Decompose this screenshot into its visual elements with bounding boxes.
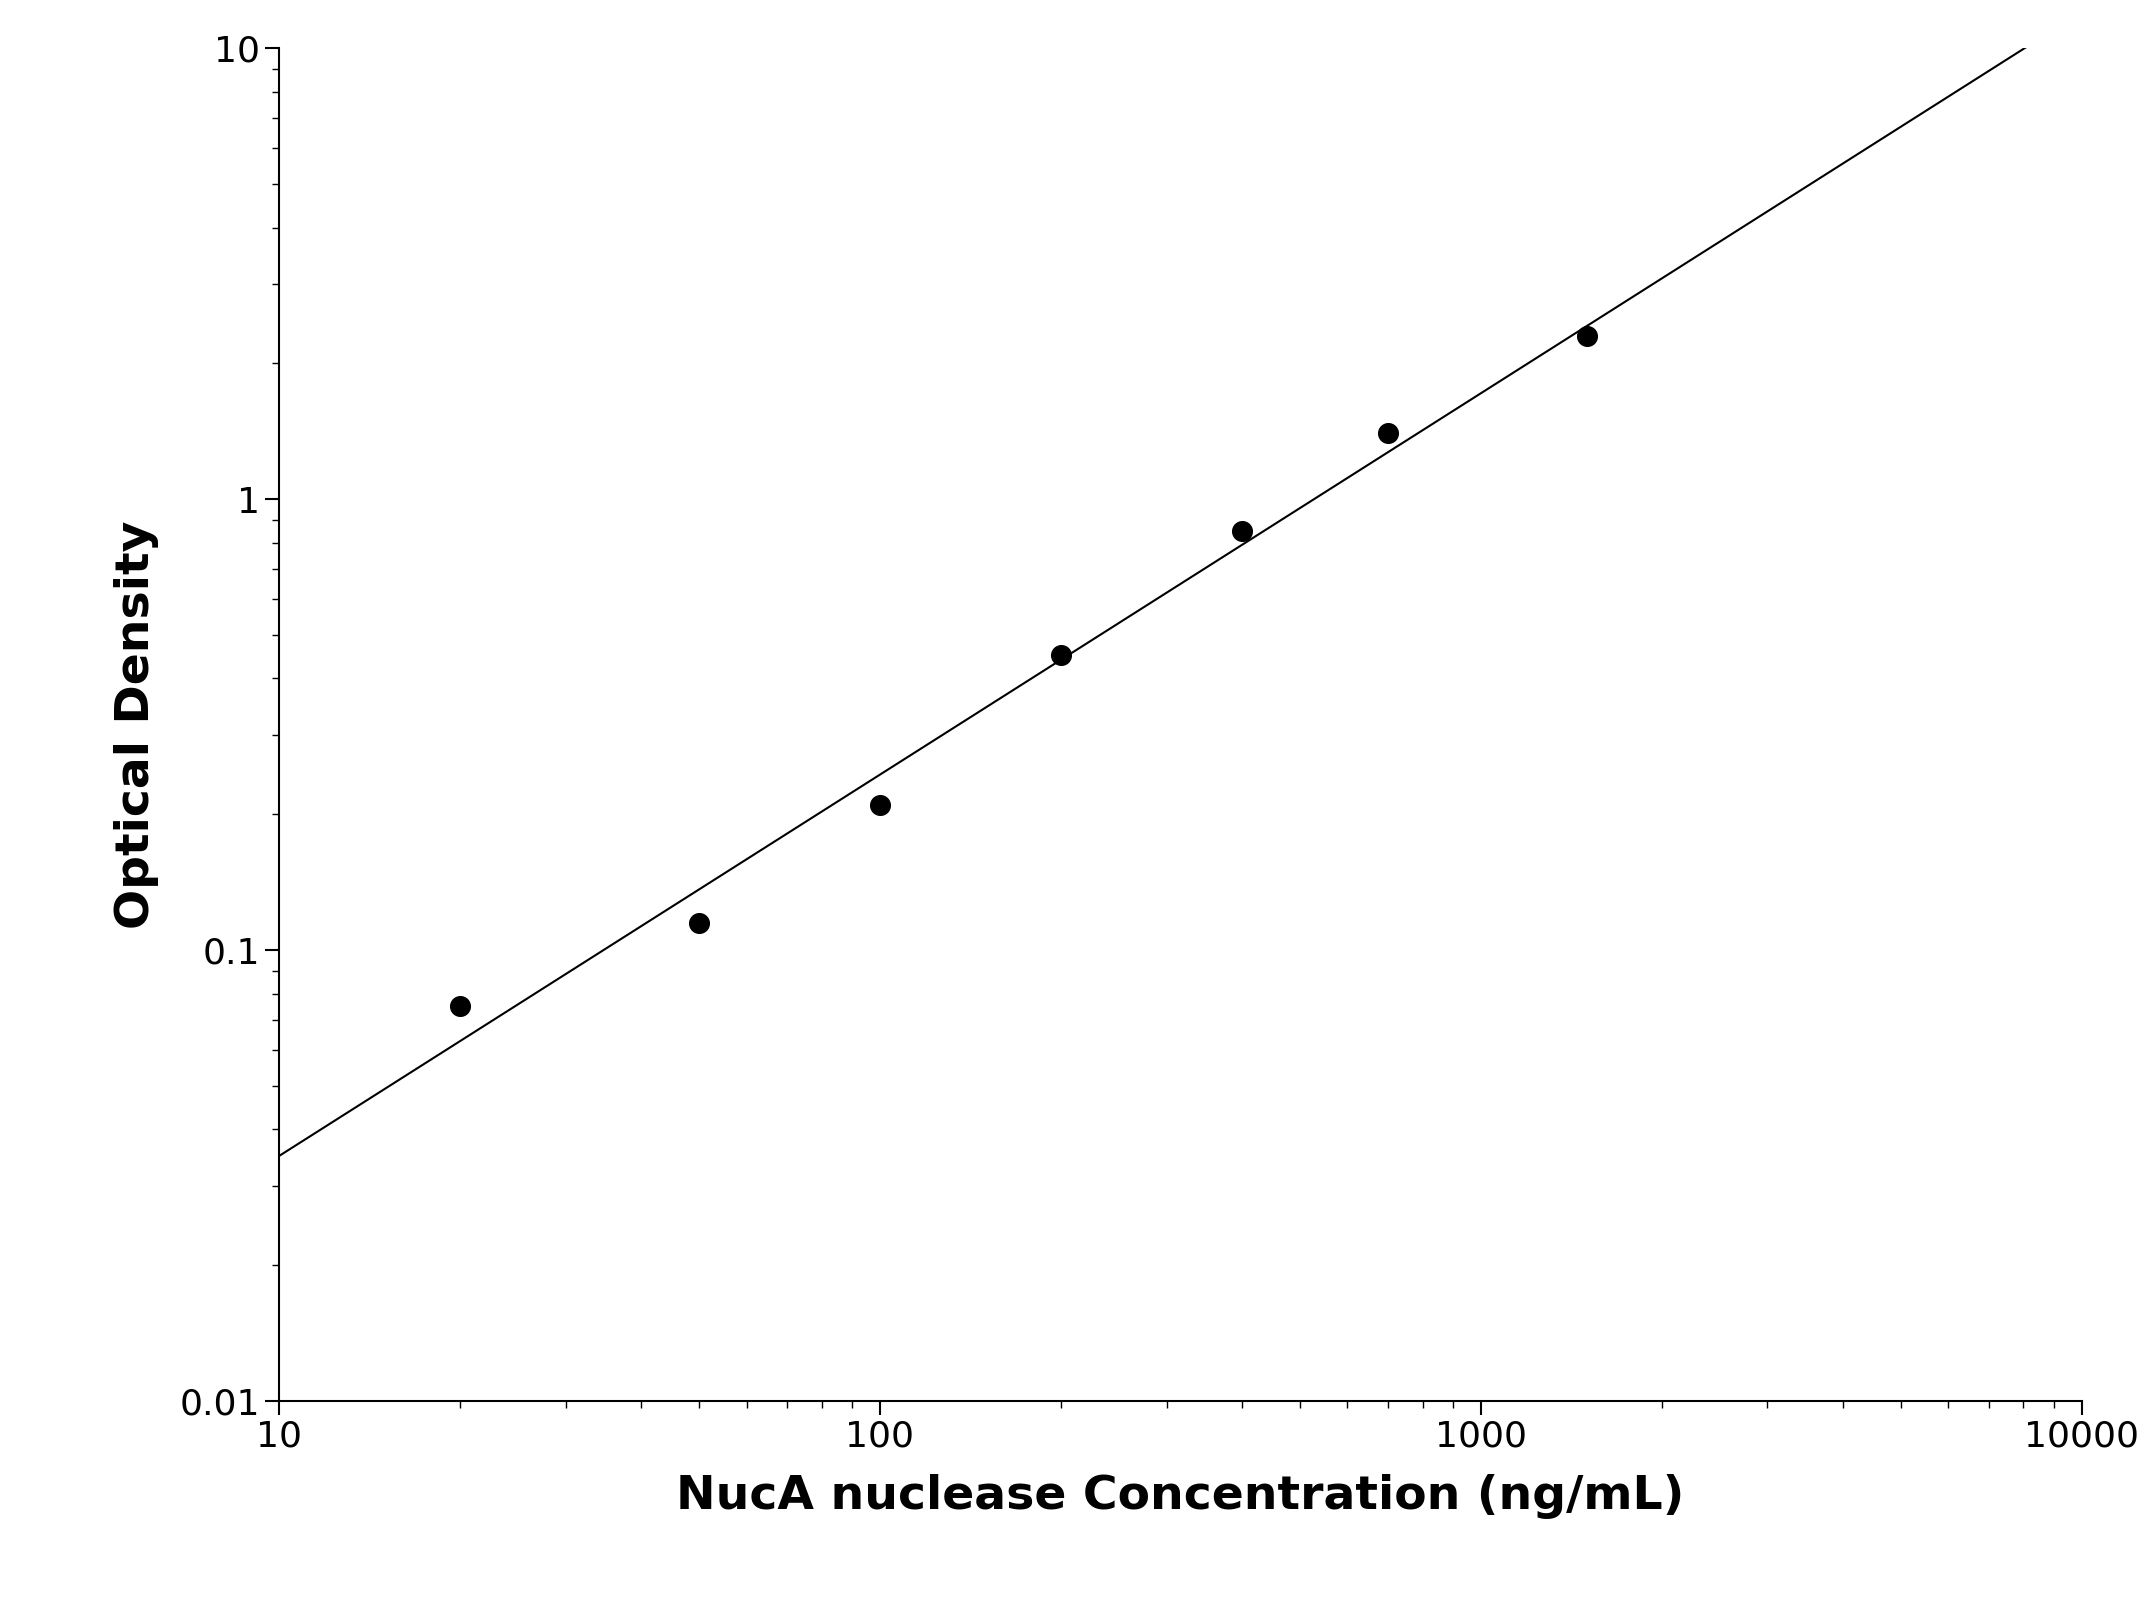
Point bbox=[863, 792, 897, 818]
Point bbox=[1225, 518, 1260, 544]
Point bbox=[1569, 324, 1603, 349]
Point bbox=[1043, 642, 1077, 668]
Point bbox=[682, 910, 717, 935]
Point bbox=[442, 993, 476, 1019]
X-axis label: NucA nuclease Concentration (ng/mL): NucA nuclease Concentration (ng/mL) bbox=[676, 1475, 1685, 1520]
Point bbox=[1371, 420, 1406, 446]
Y-axis label: Optical Density: Optical Density bbox=[114, 520, 159, 929]
